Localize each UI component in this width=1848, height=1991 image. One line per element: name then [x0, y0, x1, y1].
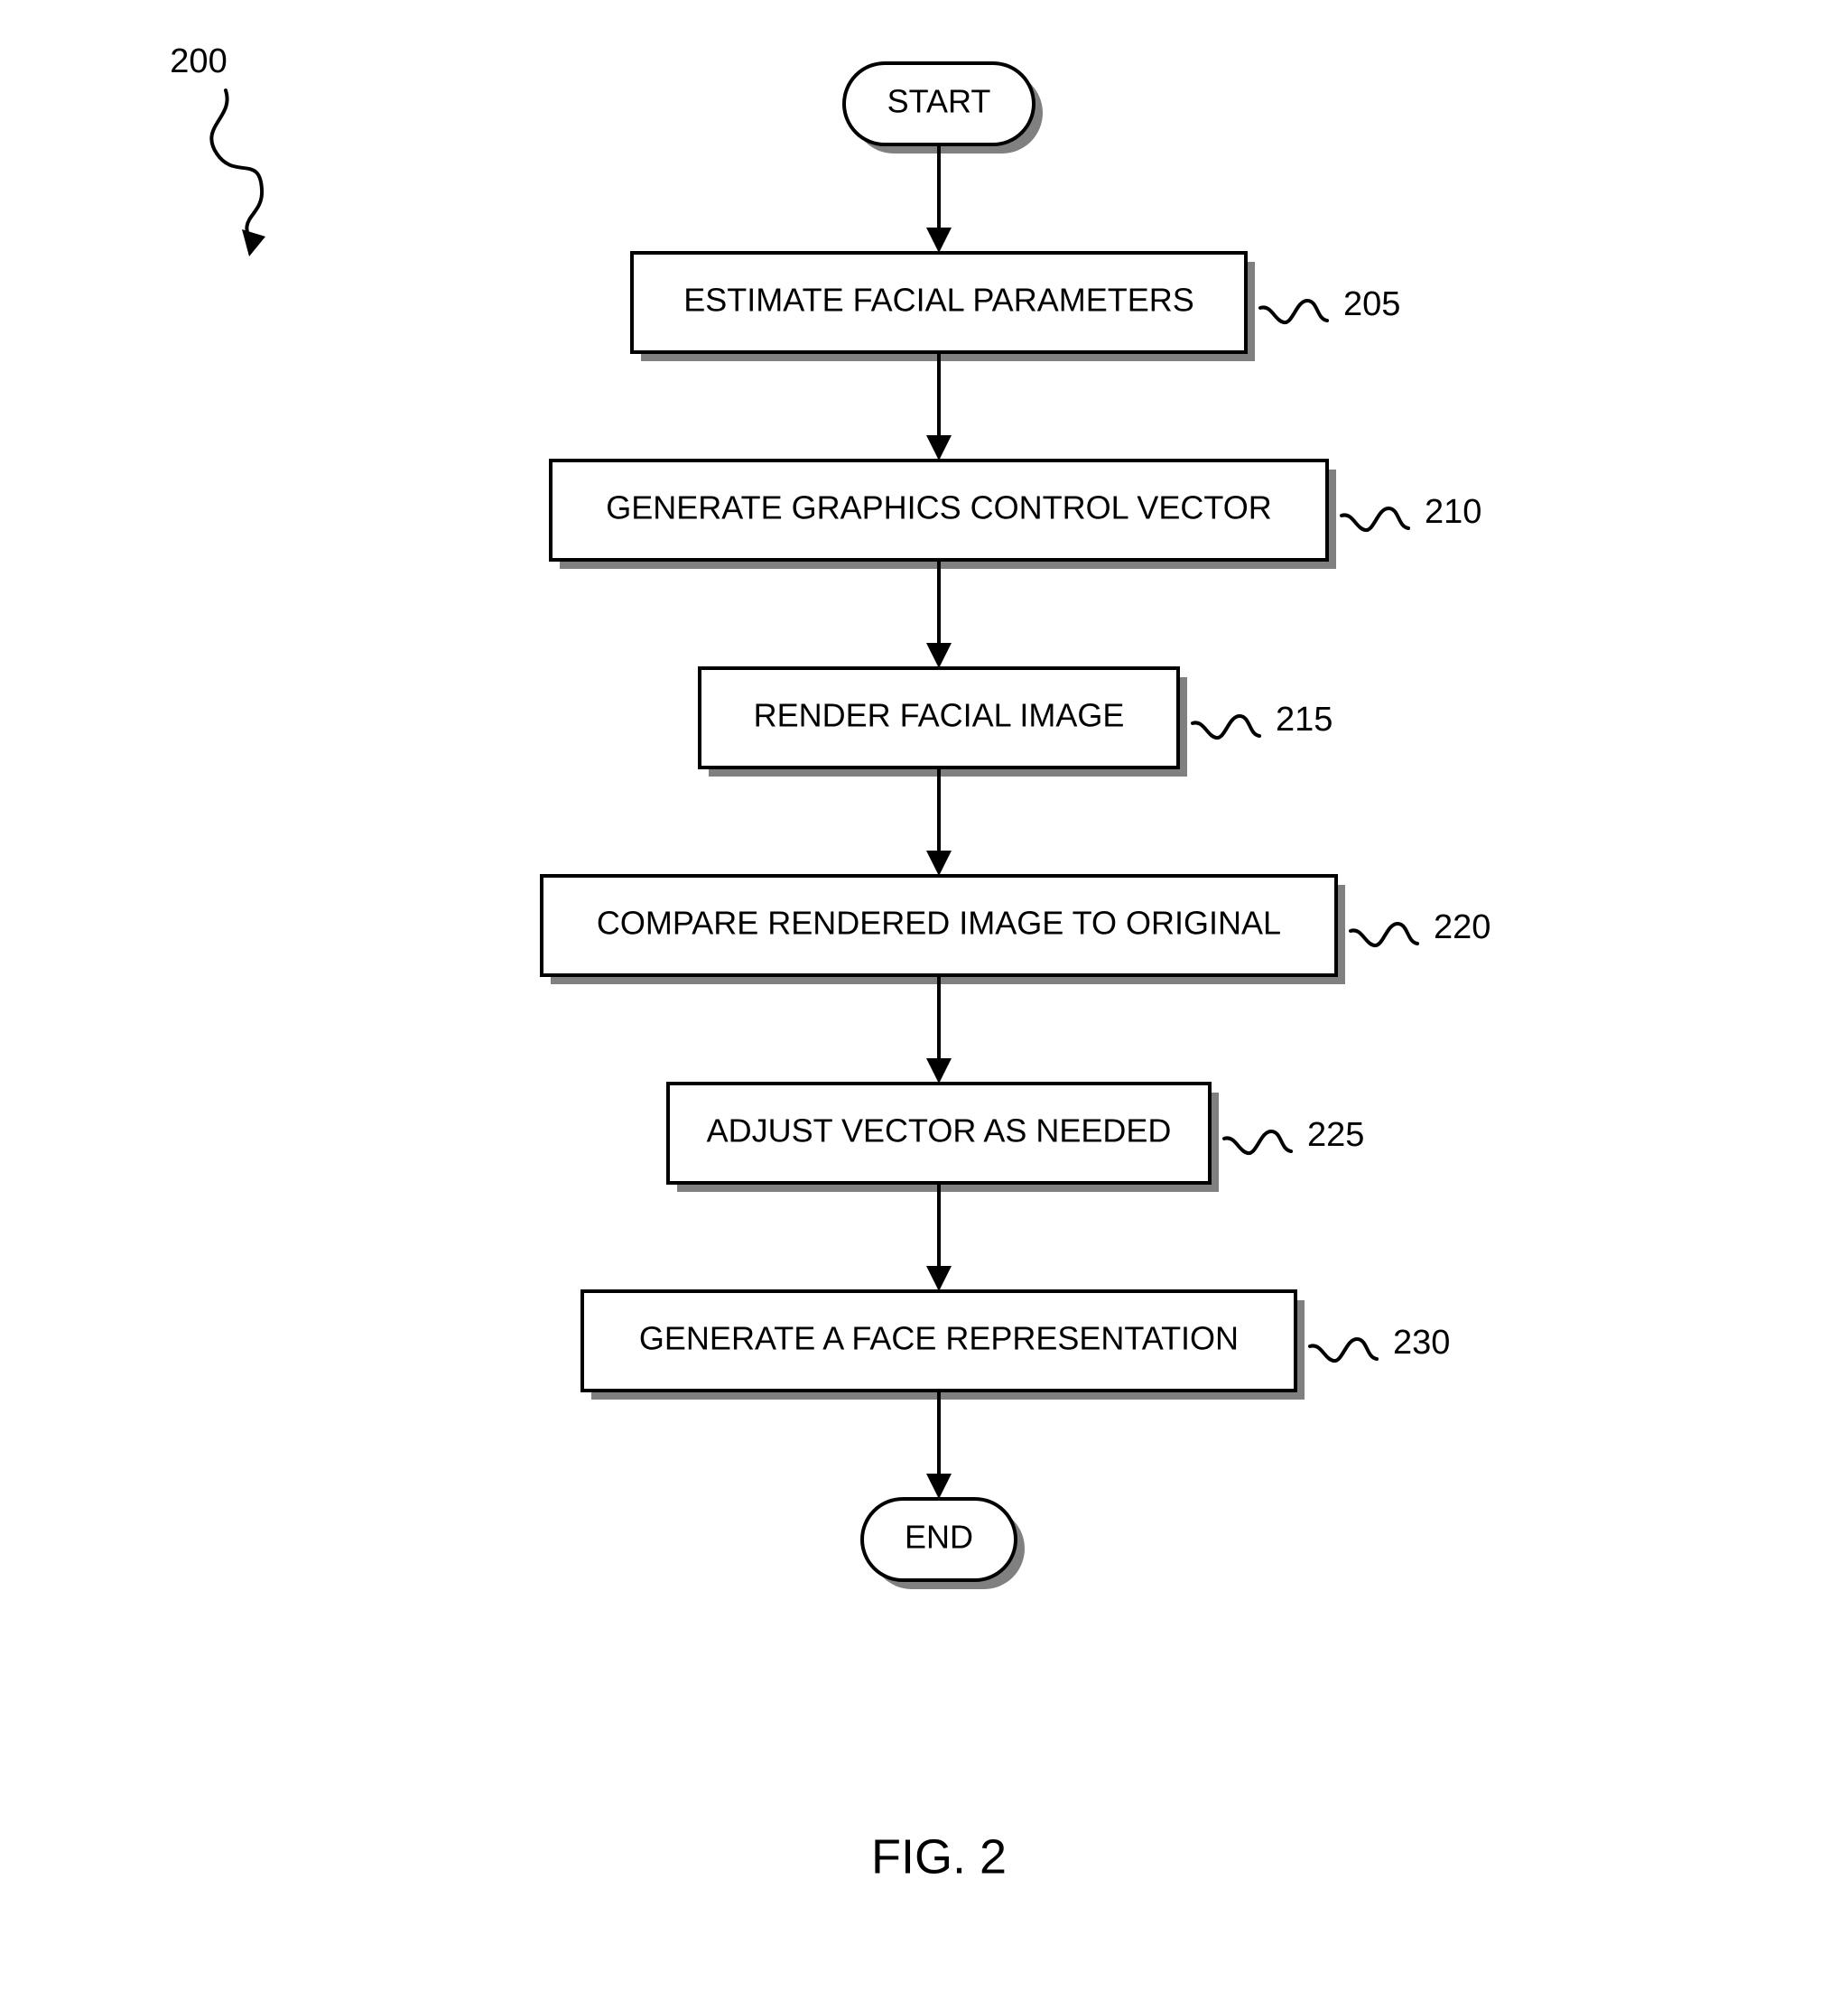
ref-lead-2	[1193, 716, 1259, 738]
arrow-start-head	[926, 228, 952, 253]
step-label-3: COMPARE RENDERED IMAGE TO ORIGINAL	[597, 905, 1281, 942]
arrow-2-head	[926, 851, 952, 876]
ref-number-2: 215	[1276, 701, 1333, 739]
ref-lead-0	[1260, 301, 1327, 322]
step-label-0: ESTIMATE FACIAL PARAMETERS	[683, 282, 1193, 319]
figure-number-pointer	[211, 90, 262, 244]
figure-number-label: 200	[170, 42, 227, 80]
step-label-5: GENERATE A FACE REPRESENTATION	[639, 1320, 1239, 1357]
ref-number-1: 210	[1425, 493, 1481, 531]
ref-lead-1	[1342, 508, 1408, 530]
arrow-0-head	[926, 435, 952, 461]
step-label-4: ADJUST VECTOR AS NEEDED	[707, 1112, 1172, 1149]
figure-number-pointer-head	[242, 229, 265, 256]
ref-lead-5	[1310, 1339, 1377, 1361]
step-label-2: RENDER FACIAL IMAGE	[754, 697, 1125, 734]
arrow-1-head	[926, 643, 952, 668]
arrow-4-head	[926, 1266, 952, 1291]
end-label: END	[905, 1519, 973, 1556]
ref-number-3: 220	[1434, 908, 1490, 946]
step-label-1: GENERATE GRAPHICS CONTROL VECTOR	[606, 489, 1271, 526]
figure-caption: FIG. 2	[871, 1829, 1007, 1884]
ref-number-0: 205	[1343, 285, 1400, 323]
ref-lead-3	[1351, 924, 1417, 945]
ref-lead-4	[1224, 1131, 1291, 1153]
start-label: START	[887, 83, 991, 120]
ref-number-4: 225	[1307, 1116, 1364, 1154]
arrow-5-head	[926, 1474, 952, 1499]
ref-number-5: 230	[1393, 1324, 1450, 1362]
arrow-3-head	[926, 1058, 952, 1084]
